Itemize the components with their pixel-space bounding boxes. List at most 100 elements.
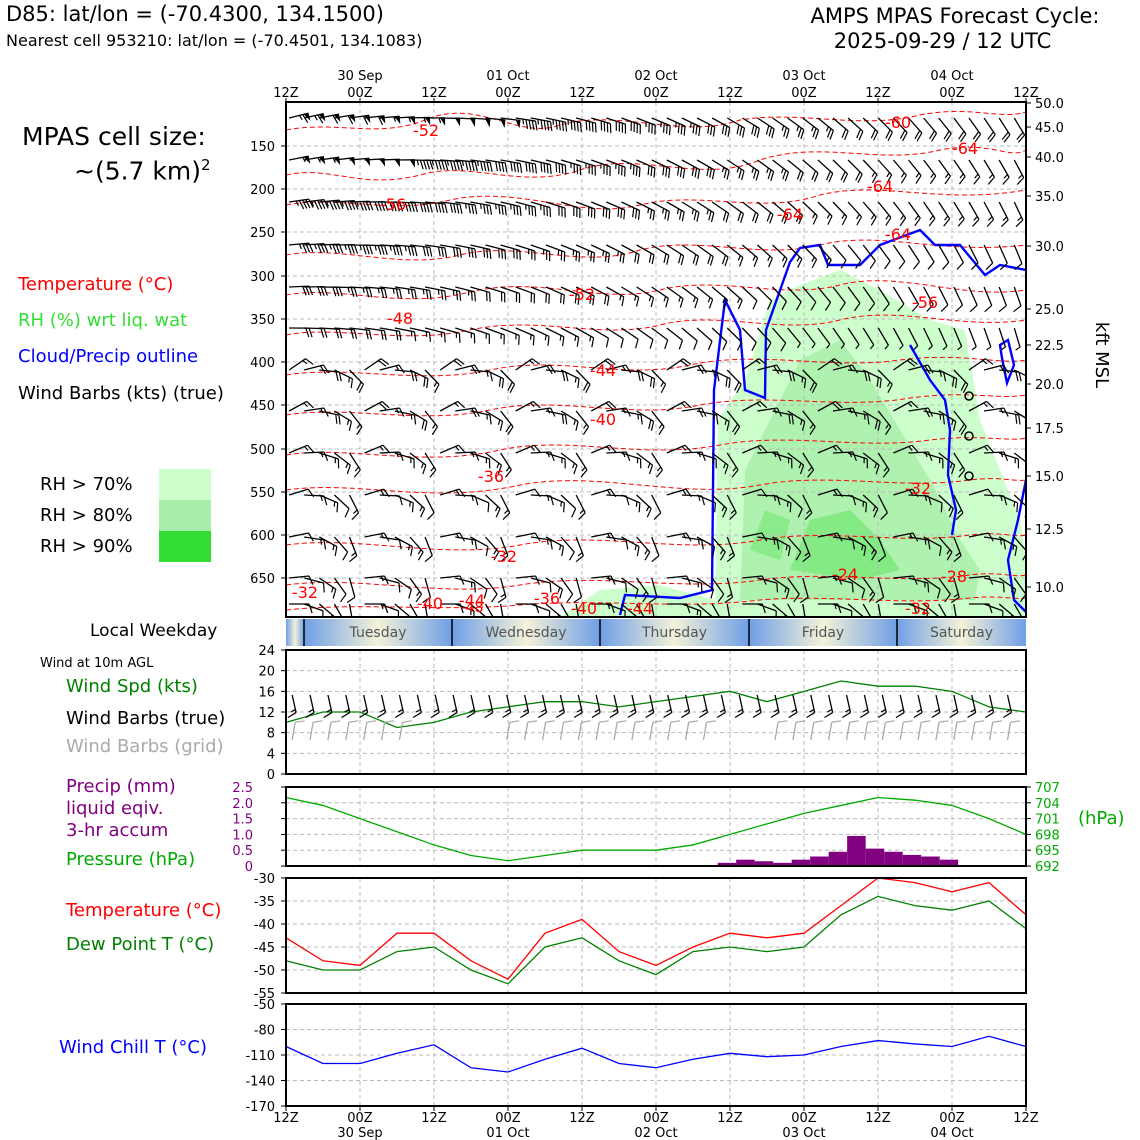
wind-barb-flag [429, 290, 432, 300]
wind-barb-flag [1002, 582, 1005, 593]
bottom-time-label: 00Z [495, 1111, 521, 1126]
wind-barb-flag [752, 712, 762, 718]
panel-tick-label: -45 [254, 941, 275, 956]
wind-barb-halfflag [678, 296, 682, 302]
wind-barb-shaft [953, 286, 964, 306]
wind-barb-shaft [636, 369, 655, 380]
wind-barb-shaft [455, 286, 475, 293]
wind-barb-halfflag [617, 250, 620, 257]
wind-barb-shaft [741, 244, 759, 259]
wind-barb-halfflag [446, 160, 450, 166]
wind-barb-flag [489, 414, 492, 425]
wind-barb-halfflag [982, 360, 988, 365]
wind-barb-flag [987, 176, 995, 185]
wind-barb-shaft [681, 603, 701, 612]
wind-barb-flag [985, 358, 994, 365]
wind-barb-shaft [908, 407, 929, 412]
wind-barb-flag [877, 712, 887, 718]
wind-barb-shaft [304, 577, 324, 584]
wind-barb-shaft [515, 159, 536, 165]
wind-barb-shaft [470, 494, 490, 504]
wind-barb-shaft [817, 488, 838, 496]
wind-barb-flag [1002, 364, 1010, 374]
wind-barb-halfflag [612, 708, 618, 713]
wind-barb-shaft [787, 286, 802, 303]
wind-barb-flag [378, 402, 387, 410]
wind-barb-flag [516, 162, 520, 173]
wind-barb-shaft [575, 536, 584, 556]
wind-barb-halfflag [302, 360, 308, 365]
wind-barb-flag [573, 712, 583, 718]
wind-barb-shaft [907, 201, 921, 219]
wind-barb-flag [1018, 371, 1022, 382]
wind-barb-shaft [333, 494, 350, 510]
legend-wind: Wind Barbs (kts) (true) [18, 383, 224, 404]
wind-barb-halfflag [546, 539, 549, 545]
wind-barb-flag [797, 508, 803, 518]
wind-barb-flag [308, 532, 314, 542]
wind-barb-flag [589, 294, 592, 304]
wind-barb-flag [752, 169, 757, 179]
wind-barb-shaft [938, 244, 950, 263]
wind-barb-halfflag [944, 173, 950, 179]
wind-barb-flag [543, 163, 546, 173]
wind-barb-halfflag [983, 402, 988, 408]
wind-barb-shaft [711, 410, 730, 423]
wind-barb-halfflag [320, 408, 324, 414]
wind-barb-flag [474, 582, 476, 593]
wind-barb-shaft [560, 159, 581, 167]
wind-barb-flag [769, 214, 774, 224]
wind-barb-flag [873, 508, 879, 518]
wind-barb-flag [543, 120, 547, 130]
wind-barb-flag [795, 551, 802, 561]
wind-barb-shaft [847, 286, 861, 304]
wind-barb-halfflag [924, 539, 927, 545]
wind-barb-flag [1016, 177, 1025, 185]
wind-barb-shaft [606, 244, 625, 255]
wind-barb-shaft [319, 494, 338, 504]
wind-barb-shaft [756, 327, 772, 344]
wind-barb-shaft [364, 488, 384, 496]
wind-barb-halfflag [359, 244, 362, 251]
wind-barb-halfflag [988, 173, 994, 179]
kft-tick-label: 40.0 [1035, 151, 1064, 166]
wind-barb-shaft [802, 410, 816, 428]
wind-barb-flag [498, 161, 502, 172]
wind-barb-halfflag [946, 549, 951, 555]
wind-barb-shaft [560, 201, 581, 210]
wind-barb-shaft [304, 407, 325, 412]
wind-barb-flag [298, 200, 305, 210]
wind-barb-shaft [439, 400, 459, 412]
wind-barb-flag [573, 121, 576, 131]
wind-barb-shaft [319, 243, 340, 246]
cell-size-title: MPAS cell size: [22, 122, 206, 151]
wind-barb-flag [413, 414, 417, 425]
wind-barb-shaft [863, 722, 869, 741]
wind-barb-flag [742, 127, 746, 138]
wind-barb-flag [420, 508, 426, 518]
wind-barb-shaft [968, 201, 980, 220]
wind-barb-shaft [832, 286, 846, 304]
wind-barb-shaft [455, 451, 476, 454]
wind-barb-flag [302, 286, 307, 296]
wind-barb-halfflag [1012, 544, 1015, 551]
wind-barb-shaft [877, 494, 888, 514]
wind-barb-flag [931, 132, 938, 142]
wind-barb-flag [575, 555, 584, 563]
wind-barb-flag [305, 712, 315, 718]
wind-barb-shaft [606, 201, 625, 211]
wind-barb-shaft [848, 369, 869, 373]
wind-barb-flag [338, 286, 343, 297]
wind-barb-shaft [424, 410, 438, 428]
wind-barb-flag [694, 298, 699, 309]
wind-barb-shaft [832, 201, 848, 217]
dewpoint-line [285, 895, 1027, 985]
wind-barb-shaft [394, 410, 415, 416]
wind-barb-flag [681, 712, 690, 718]
wind-barb-shaft [1013, 410, 1026, 419]
cloud-outline [618, 228, 1026, 616]
wind-barb-halfflag [1010, 614, 1013, 617]
wind-barb-halfflag [622, 365, 626, 371]
wind-barb-flag [531, 206, 534, 216]
wind-barb-halfflag [407, 288, 410, 295]
